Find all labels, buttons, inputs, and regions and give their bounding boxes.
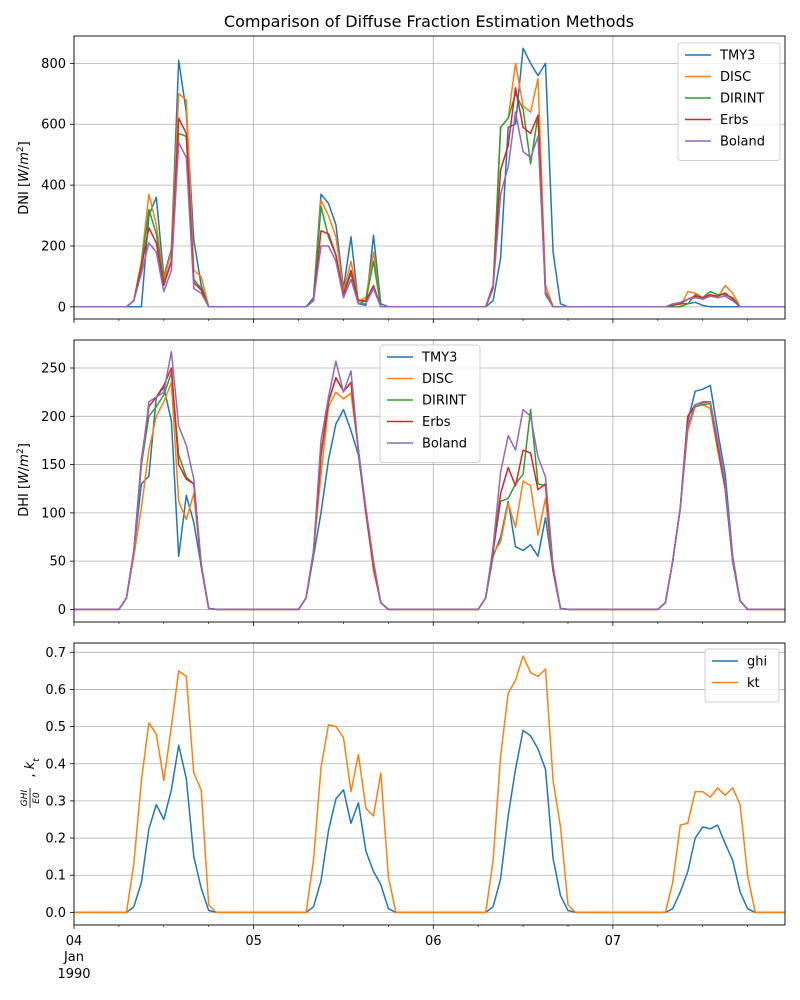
y-tick-label: 0 <box>58 300 66 315</box>
series-line-ghi <box>74 729 785 914</box>
dni-ylabel: DNI [W/m2] <box>16 141 32 215</box>
legend-box <box>379 344 481 463</box>
legend-label: TMY3 <box>719 49 755 64</box>
y-tick-label: 0.0 <box>45 906 66 921</box>
y-tick-label: 400 <box>41 179 66 194</box>
y-tick-label: 200 <box>41 410 66 425</box>
svg-text:GHI: GHI <box>20 789 30 806</box>
y-tick-label: 0.5 <box>45 720 66 735</box>
axes-frame <box>73 642 786 926</box>
legend-box <box>677 42 781 161</box>
legend: TMY3 DISC DIRINT Erbs Boland <box>677 42 781 161</box>
y-tick-label: 0.4 <box>45 757 66 772</box>
legend-label: DISC <box>720 70 751 85</box>
svg-text:, kt: , kt <box>23 758 42 778</box>
legend: ghi kt <box>704 648 780 703</box>
x-tick-label: 04 <box>66 934 83 949</box>
series-line-kt <box>74 655 785 914</box>
legend-label: TMY3 <box>421 351 457 366</box>
ratio-ylabel: GHI E0 , kt <box>20 758 42 808</box>
dhi-ylabel: DHI [W/m2] <box>16 443 32 517</box>
ratio-panel: 0.0 0.1 0.2 0.3 0.4 0.5 0.6 0.7 ghi kt <box>45 642 786 929</box>
legend-label: Boland <box>720 135 765 150</box>
legend-label: Erbs <box>422 415 451 430</box>
x-tick-sublabel-year: 1990 <box>57 967 90 982</box>
y-tick-label: 0.7 <box>45 646 66 661</box>
series-line-boland <box>74 111 785 308</box>
dhi-panel: 0 50 100 150 200 250 TMY3 DISC DIRINT Erbs Boland <box>41 339 786 626</box>
chart-title: Comparison of Diffuse Fraction Estimatio… <box>224 12 634 31</box>
legend-box <box>704 648 780 703</box>
dni-panel: 0 200 400 600 800 TMY3 DISC DIRINT Erbs Boland <box>41 35 786 323</box>
y-tick-label: 0.1 <box>45 869 66 884</box>
legend-label: Erbs <box>720 113 749 128</box>
series-line-boland <box>74 350 785 611</box>
svg-text:E0: E0 <box>32 792 42 804</box>
y-tick-label: 0.3 <box>45 794 66 809</box>
y-tick-label: 0.2 <box>45 832 66 847</box>
y-tick-label: 150 <box>41 458 66 473</box>
y-tick-label: 800 <box>41 57 66 72</box>
x-tick-label: 06 <box>425 934 442 949</box>
y-tick-label: 250 <box>41 362 66 377</box>
y-tick-label: 600 <box>41 118 66 133</box>
legend-label: kt <box>747 676 760 691</box>
y-tick-label: 100 <box>41 506 66 521</box>
x-tick-label: 05 <box>245 934 262 949</box>
y-tick-label: 0 <box>58 603 66 618</box>
legend-label: Boland <box>422 437 467 452</box>
y-tick-label: 50 <box>49 555 66 570</box>
legend: TMY3 DISC DIRINT Erbs Boland <box>379 344 481 463</box>
legend-label: DIRINT <box>720 92 764 107</box>
y-tick-label: 0.6 <box>45 683 66 698</box>
axes-frame <box>73 35 786 320</box>
axes-frame <box>73 339 786 623</box>
x-tick-label: 07 <box>605 934 622 949</box>
y-tick-label: 200 <box>41 239 66 254</box>
legend-label: DIRINT <box>422 394 466 409</box>
x-tick-sublabel-month: Jan <box>63 950 84 965</box>
legend-label: DISC <box>422 372 453 387</box>
legend-label: ghi <box>747 655 767 670</box>
